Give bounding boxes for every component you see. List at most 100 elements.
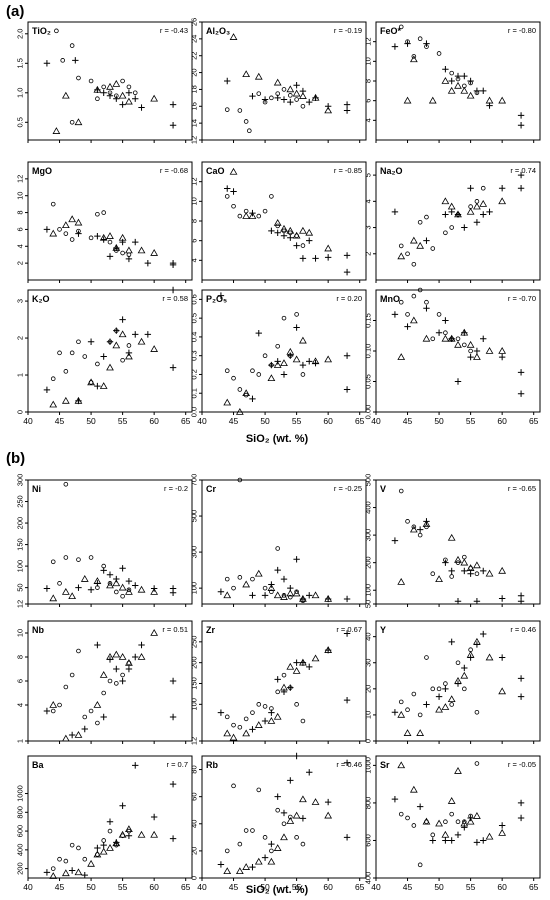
triangle-point xyxy=(485,653,494,661)
triangle-point xyxy=(229,167,238,175)
panel-11: 50 100 200 300 400 500 V r = -0.65 xyxy=(364,474,541,608)
plus-point xyxy=(280,371,288,378)
circle-point xyxy=(224,194,230,199)
triangle-point xyxy=(267,716,276,724)
triangle-point xyxy=(223,398,232,406)
x-tick-label: 40 xyxy=(23,416,33,426)
circle-point xyxy=(82,856,88,862)
circle-point xyxy=(63,369,69,374)
plus-point xyxy=(517,122,525,129)
panel-title: Y xyxy=(380,625,386,635)
triangle-point xyxy=(498,687,507,695)
circle-point xyxy=(101,210,106,215)
plus-point xyxy=(448,837,455,844)
circle-point xyxy=(430,832,436,838)
plus-point xyxy=(280,809,288,817)
triangle-point xyxy=(311,591,320,599)
y-tick-label: 40 xyxy=(190,820,199,828)
triangle-point xyxy=(112,839,121,847)
triangle-point xyxy=(61,91,70,99)
plus-point xyxy=(423,701,430,708)
y-tick-label: 2 xyxy=(16,336,25,340)
triangle-point xyxy=(99,847,108,855)
plus-point xyxy=(454,72,462,80)
plus-point xyxy=(132,582,139,589)
y-tick-label: 1000 xyxy=(16,785,25,802)
triangle-point xyxy=(118,830,127,838)
y-tick-label: 500 xyxy=(190,510,199,523)
plus-point xyxy=(106,253,114,260)
triangle-point xyxy=(112,650,121,658)
plus-point xyxy=(261,592,269,599)
triangle-point xyxy=(460,671,469,679)
plus-point xyxy=(169,589,177,597)
circle-point xyxy=(398,299,404,305)
y-tick-label: 0 xyxy=(190,876,199,880)
plus-point xyxy=(113,665,120,673)
circle-point xyxy=(411,823,417,828)
panel-frame xyxy=(201,289,367,413)
circle-point xyxy=(126,343,132,348)
circle-point xyxy=(69,237,75,242)
circle-point xyxy=(294,702,299,707)
correlation-label: r = -0.68 xyxy=(160,166,188,175)
circle-point xyxy=(275,223,280,229)
y-tick-label: 60 xyxy=(190,792,199,800)
x-axis-label-a: SiO₂ (wt. %) xyxy=(246,433,309,445)
triangle-point xyxy=(435,575,443,582)
plus-point xyxy=(119,802,126,809)
plus-point xyxy=(255,329,262,337)
y-tick-label: 700 xyxy=(190,474,199,487)
y-tick-label: 250 xyxy=(16,495,25,508)
circle-point xyxy=(132,90,138,96)
plus-point xyxy=(113,839,120,846)
circle-point xyxy=(63,231,69,236)
triangle-point xyxy=(273,218,282,226)
circle-point xyxy=(294,312,299,317)
triangle-point xyxy=(49,872,58,879)
circle-point xyxy=(462,554,467,560)
plus-point xyxy=(287,684,294,691)
triangle-point xyxy=(416,241,425,249)
triangle-point xyxy=(254,857,263,865)
y-tick-label: 200 xyxy=(364,556,373,569)
triangle-point xyxy=(397,252,406,260)
panel-7: 0.0 0.1 0.2 0.3 0.4 0.5 0.6 40 45 50 55 60 65 P₂O₅ r =… xyxy=(190,289,367,426)
y-tick-label: 10 xyxy=(190,197,199,205)
circle-point xyxy=(275,546,280,551)
triangle-point xyxy=(466,207,475,215)
plus-point xyxy=(280,96,288,103)
triangle-point xyxy=(242,863,251,870)
plus-point xyxy=(324,798,332,806)
plus-point xyxy=(119,677,126,685)
y-tick-label: 10 xyxy=(364,57,373,65)
plus-point xyxy=(423,237,430,244)
plus-point xyxy=(169,286,177,294)
triangle-point xyxy=(473,561,481,569)
triangle-point xyxy=(485,346,494,354)
x-tick-label: 65 xyxy=(355,882,365,892)
y-tick-label: 4 xyxy=(16,244,25,248)
circle-point xyxy=(262,585,268,591)
plus-point xyxy=(343,834,351,841)
x-tick-label: 50 xyxy=(260,882,270,892)
plus-point xyxy=(119,101,126,108)
y-tick-label: 1000 xyxy=(364,757,373,774)
plus-point xyxy=(68,731,76,739)
y-tick-label: 0.1 xyxy=(190,388,199,398)
plus-point xyxy=(306,592,313,599)
y-tick-label: 8 xyxy=(16,210,25,214)
panel-title: Na₂O xyxy=(380,166,403,176)
plus-point xyxy=(169,780,177,788)
circle-point xyxy=(243,828,249,833)
plus-point xyxy=(75,230,82,237)
triangle-point xyxy=(454,555,462,563)
plus-point xyxy=(480,335,487,342)
circle-point xyxy=(417,220,423,225)
circle-point xyxy=(269,194,274,199)
y-tick-label: 400 xyxy=(364,872,373,885)
correlation-label: r = 0.58 xyxy=(162,294,188,303)
triangle-point xyxy=(292,811,301,819)
plus-point xyxy=(480,837,487,844)
triangle-point xyxy=(280,359,288,367)
